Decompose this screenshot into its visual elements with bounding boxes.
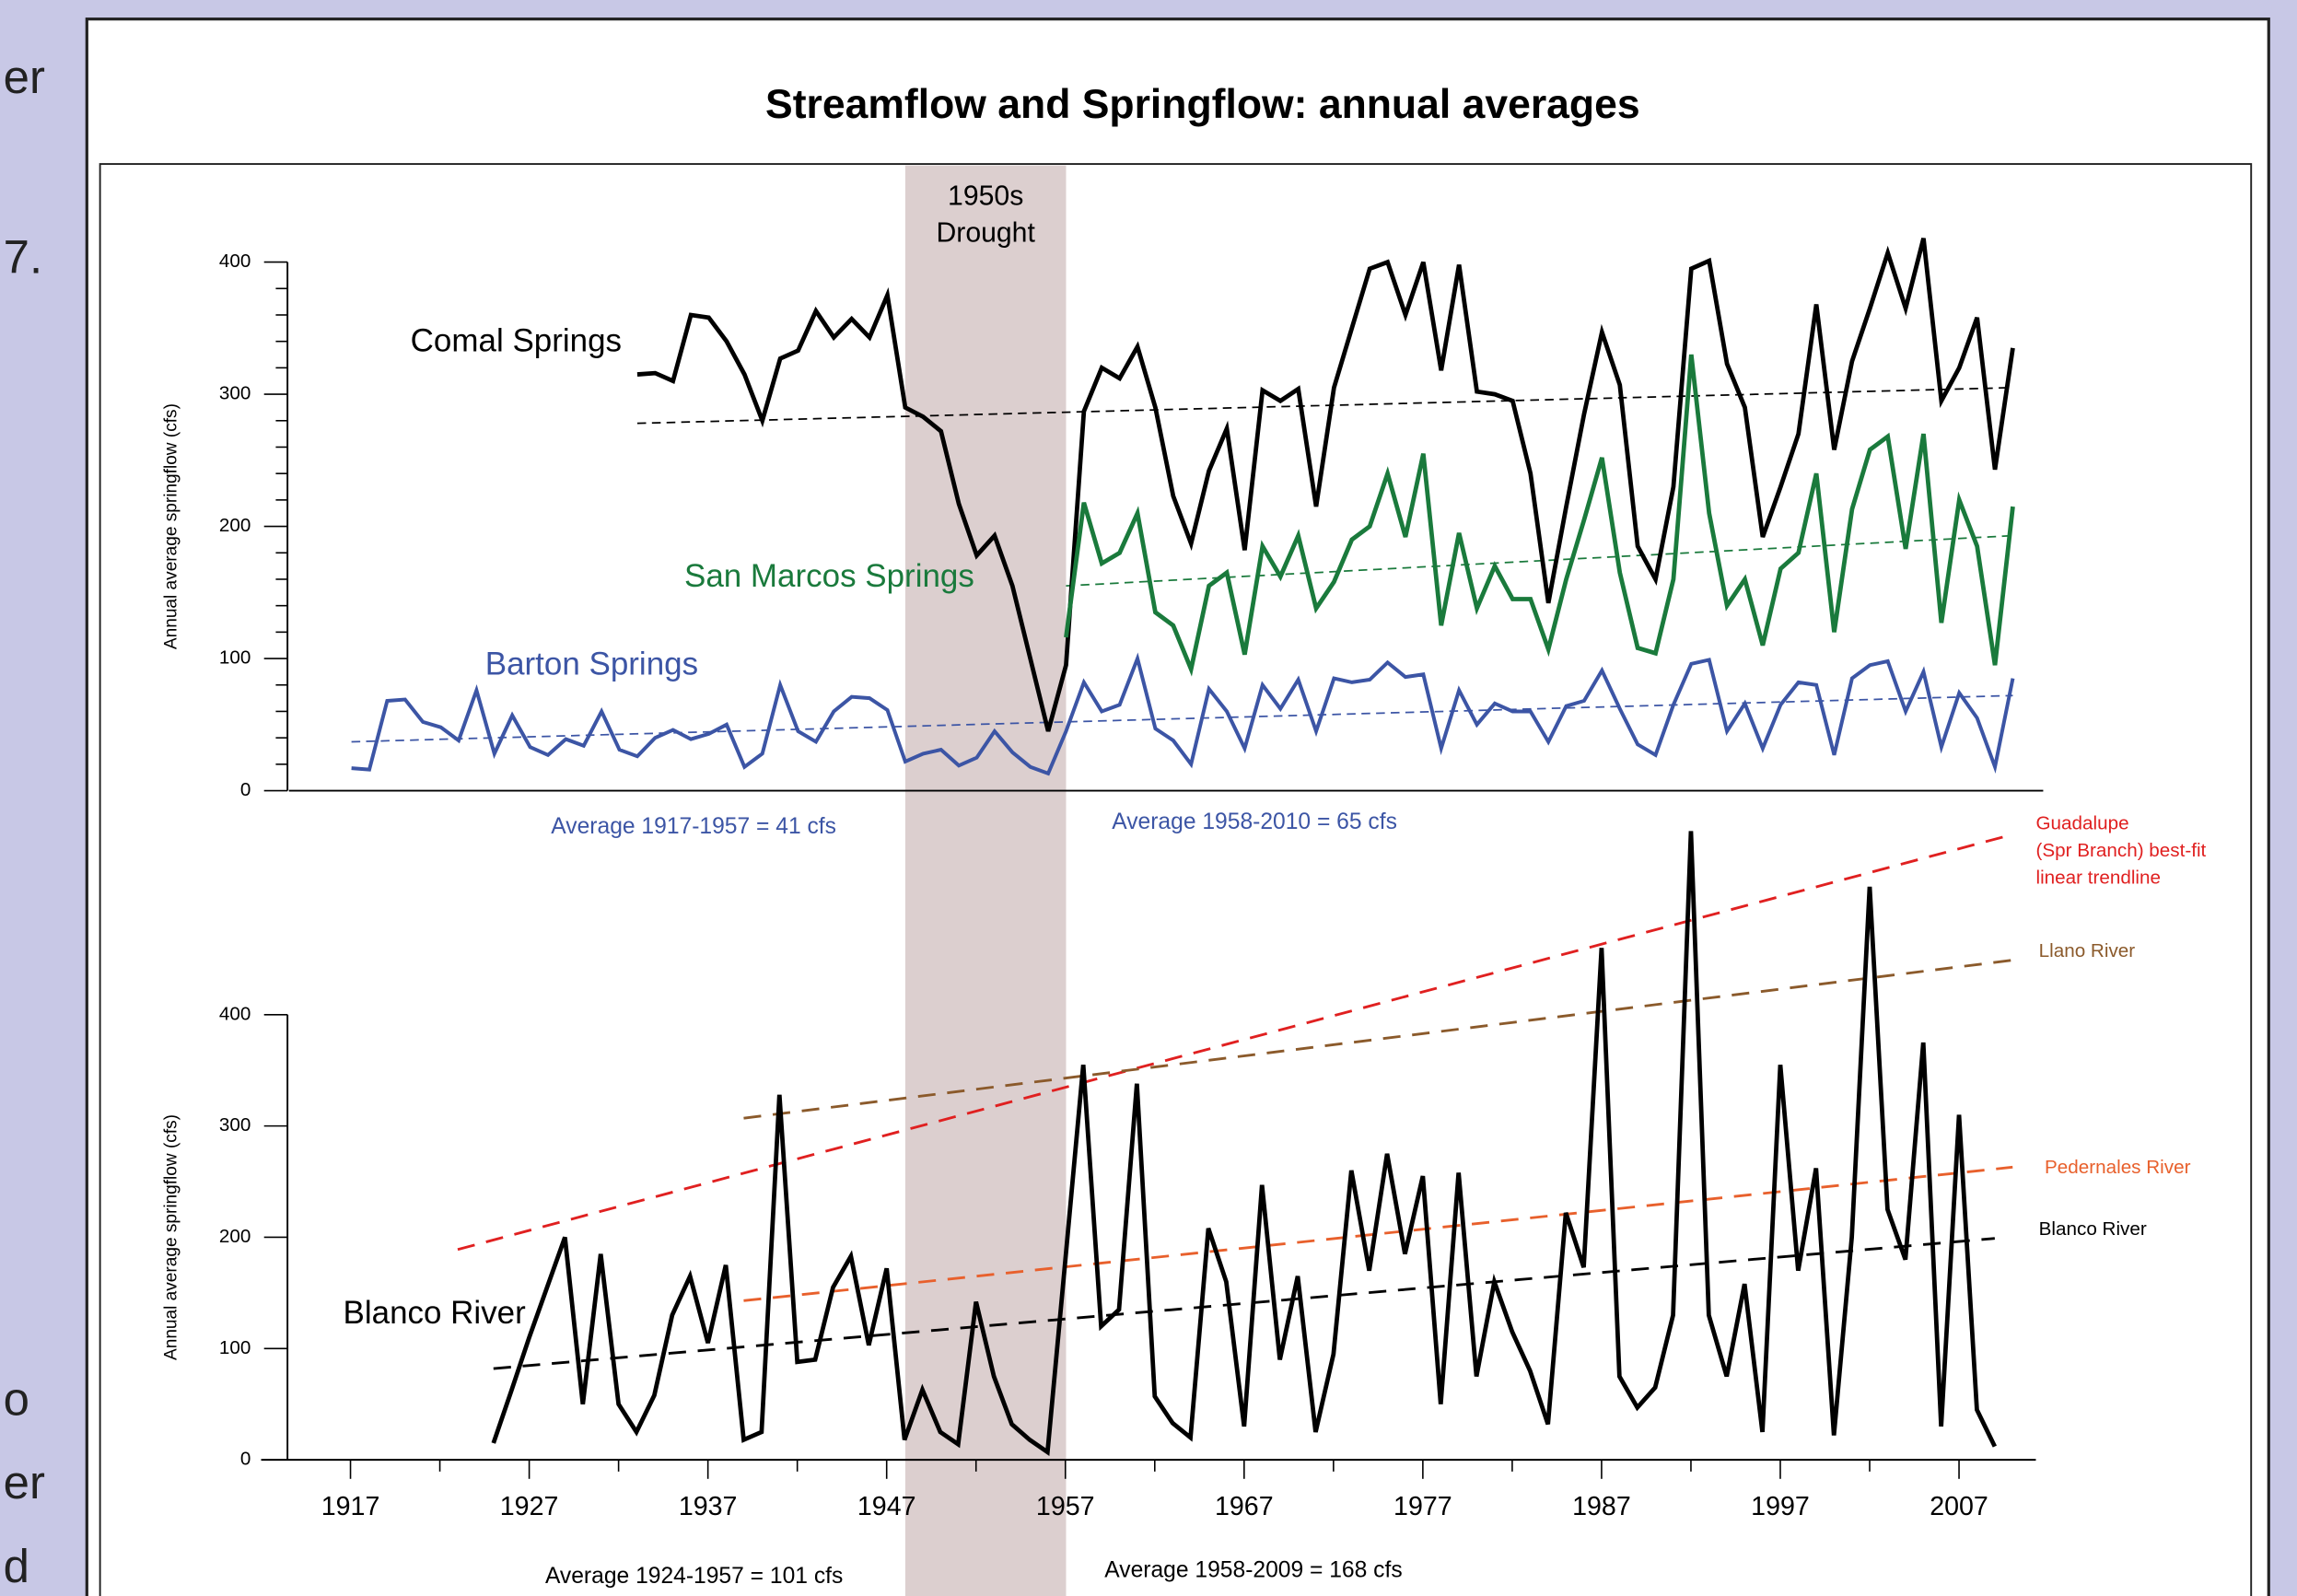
y-tick-label: 400 [219, 1003, 251, 1024]
series-line [491, 831, 1997, 1456]
trendline [1066, 534, 2013, 588]
series-line [636, 238, 2015, 732]
x-tick-label: 2007 [1930, 1492, 1988, 1521]
y-tick-label: 200 [219, 515, 251, 536]
series-label: San Marcos Springs [684, 558, 974, 594]
trendline [636, 387, 2013, 425]
x-tick-label: 1937 [679, 1492, 738, 1521]
trendline-label: (Spr Branch) best-fit [2035, 840, 2206, 861]
chart-frame [85, 17, 2270, 1596]
y-tick-label: 0 [240, 1449, 251, 1470]
trendline-label: linear trendline [2035, 867, 2161, 888]
x-tick-label: 1947 [857, 1492, 916, 1521]
trendline-label: Blanco River [2039, 1218, 2147, 1240]
trendline [743, 959, 2013, 1120]
y-tick-label: 100 [219, 1337, 251, 1358]
trendline [743, 1165, 2013, 1302]
trendline-label: Pedernales River [2045, 1157, 2191, 1178]
chart-title: Streamflow and Springflow: annual averag… [765, 82, 1640, 127]
y-tick-label: 300 [219, 383, 251, 404]
x-tick-label: 1967 [1215, 1492, 1274, 1521]
y-tick-label: 300 [219, 1114, 251, 1136]
series-label: Comal Springs [411, 322, 622, 358]
y-tick-label: 100 [219, 647, 251, 669]
series-label: Barton Springs [485, 647, 698, 682]
annotation: Average 1917-1957 = 41 cfs [551, 814, 836, 839]
series-line [1064, 354, 2015, 677]
shaded-label: Drought [936, 217, 1035, 248]
trendline [351, 694, 2013, 743]
x-tick-label: 1957 [1036, 1492, 1095, 1521]
x-tick-label: 1917 [321, 1492, 380, 1521]
annotation: Average 1958-2010 = 65 cfs [1112, 810, 1397, 834]
y-tick-label: 400 [219, 250, 251, 272]
y-tick-label: 200 [219, 1226, 251, 1247]
annotation: Average 1924-1957 = 101 cfs [545, 1564, 843, 1589]
background-text: er [4, 1456, 45, 1509]
plots: 1950s Drought 0 100 200 300 400 Annual average … [162, 165, 2207, 1596]
trendline [457, 833, 2013, 1252]
y-axis-label: Annual average springflow (cfs) [162, 403, 181, 649]
x-tick-label: 1927 [500, 1492, 559, 1521]
annotation: Average 1958-2009 = 168 cfs [1104, 1557, 1402, 1582]
y-axis-label: Annual average springflow (cfs) [162, 1114, 181, 1360]
background-text: d [4, 1540, 29, 1592]
background-text: o [4, 1373, 29, 1426]
x-tick-label: 1987 [1572, 1492, 1631, 1521]
plot-frame [99, 163, 2253, 1596]
x-tick-label: 1997 [1751, 1492, 1810, 1521]
trendline-label: Guadalupe [2035, 813, 2128, 834]
background-text: er [4, 51, 45, 103]
x-tick-label: 1977 [1393, 1492, 1452, 1521]
y-tick-label: 0 [240, 779, 251, 800]
trendline-label: Llano River [2039, 940, 2136, 961]
trendline [493, 1237, 1995, 1370]
series-line [351, 652, 2015, 776]
background-text: 7. [4, 230, 42, 283]
shaded-span [904, 165, 1067, 1596]
shaded-label: 1950s [948, 181, 1023, 212]
series-label: Blanco River [344, 1295, 527, 1331]
